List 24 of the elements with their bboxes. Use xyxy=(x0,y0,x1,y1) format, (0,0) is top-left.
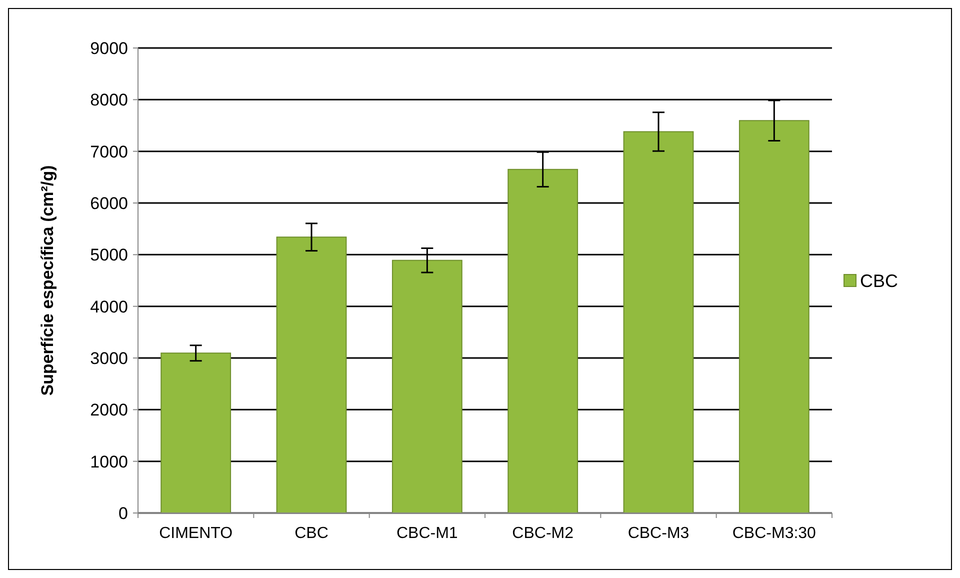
y-tick-label: 1000 xyxy=(90,452,128,472)
x-tick-label: CIMENTO xyxy=(159,525,233,542)
x-tick-label: CBC-M1 xyxy=(396,525,458,542)
bar xyxy=(738,120,810,514)
x-tick-label: CBC-M3:30 xyxy=(732,525,816,542)
bar xyxy=(160,352,232,514)
y-tick-label: 2000 xyxy=(90,400,128,420)
bar xyxy=(623,131,694,514)
y-tick-label: 4000 xyxy=(90,297,128,316)
x-tick-label: CBC xyxy=(294,525,328,542)
y-tick-label: 5000 xyxy=(90,246,128,265)
y-tick-label: 0 xyxy=(118,504,128,523)
bar xyxy=(276,236,347,514)
y-tick-label: 9000 xyxy=(90,38,128,58)
bar xyxy=(508,168,578,514)
legend-label: CBC xyxy=(860,270,898,291)
bar xyxy=(392,260,462,514)
y-axis-title: Superfície específica (cm²/g) xyxy=(38,165,57,396)
y-tick-label: 3000 xyxy=(90,348,128,368)
x-tick-label: CBC-M3 xyxy=(628,525,690,542)
y-tick-label: 6000 xyxy=(90,194,128,213)
y-tick-label: 7000 xyxy=(90,142,128,162)
y-tick-label: 8000 xyxy=(90,90,128,110)
x-tick-label: CBC-M2 xyxy=(512,525,574,542)
